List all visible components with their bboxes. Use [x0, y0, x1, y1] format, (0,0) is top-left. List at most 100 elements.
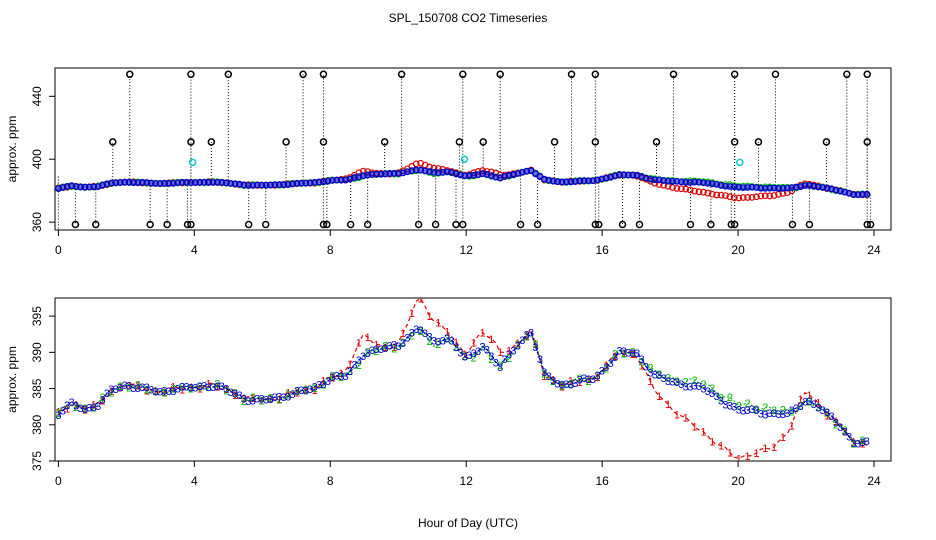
series-1-symbol: 1	[373, 339, 379, 351]
series-1-symbol: 1	[100, 396, 106, 408]
series-3-symbol: 3	[73, 400, 79, 412]
series-2-symbol: 2	[179, 381, 185, 393]
series-2-symbol: 2	[806, 397, 812, 409]
series-1-symbol: 1	[462, 349, 468, 361]
series-3-symbol: 3	[69, 397, 75, 409]
x-tick-label: 24	[867, 474, 881, 488]
series-3-symbol: 3	[342, 371, 348, 383]
y-tick-label: 395	[30, 306, 44, 326]
spike-mid-point	[109, 138, 117, 146]
series-3-symbol: 3	[55, 410, 61, 422]
spike-low-point	[730, 220, 739, 229]
series-3-symbol: 3	[232, 388, 238, 400]
x-tick-label: 20	[731, 474, 745, 488]
series-3-symbol: 3	[479, 341, 485, 353]
series-3-symbol: 3	[753, 405, 759, 417]
series-3-symbol: 3	[559, 379, 565, 391]
series-3-symbol: 3	[409, 327, 415, 339]
series-1-symbol: 1	[73, 400, 79, 412]
x-tick-label: 4	[191, 243, 198, 257]
series-3-symbol: 3	[241, 393, 247, 405]
series-3-symbol: 3	[687, 382, 693, 394]
series-3-symbol: 3	[665, 376, 671, 388]
series-3-symbol: 3	[404, 332, 410, 344]
x-tick-label: 4	[191, 474, 198, 488]
series-2-symbol: 2	[453, 342, 459, 354]
series-3-symbol: 3	[126, 381, 132, 393]
series-2-symbol: 2	[541, 368, 547, 380]
series-3-symbol: 3	[179, 381, 185, 393]
series-3-symbol: 3	[117, 382, 123, 394]
series-1-symbol: 1	[117, 382, 123, 394]
series-1-symbol: 1	[135, 381, 141, 393]
series-3-symbol: 3	[276, 391, 282, 403]
series-1-symbol: 1	[780, 432, 786, 444]
series-1-symbol: 1	[232, 390, 238, 402]
series-2-symbol: 2	[824, 408, 830, 420]
series-1-symbol: 1	[594, 372, 600, 384]
series-3-symbol: 3	[139, 382, 145, 394]
series-2-symbol: 2	[144, 385, 150, 397]
series-2-symbol: 2	[303, 385, 309, 397]
series-2-symbol: 2	[568, 378, 574, 390]
y-tick-label: 390	[30, 342, 44, 362]
y-tick-label: 375	[30, 451, 44, 471]
series-3-symbol: 3	[214, 381, 220, 393]
x-tick-label: 12	[460, 474, 474, 488]
spike-low-point	[533, 220, 542, 229]
series-3-symbol: 3	[360, 351, 366, 363]
series-3-symbol: 3	[771, 408, 777, 420]
series-1-symbol: 1	[683, 412, 689, 424]
series-3-symbol: 3	[502, 354, 508, 366]
series-3-symbol: 3	[802, 396, 808, 408]
series-3-symbol: 3	[608, 358, 614, 370]
series-3-symbol: 3	[758, 408, 764, 420]
spike-mid-point	[822, 138, 831, 146]
series-1-symbol: 1	[144, 386, 150, 398]
series-1-point	[744, 194, 751, 201]
series-3-symbol: 3	[440, 336, 446, 348]
series-3-symbol: 3	[422, 328, 428, 340]
series-3-symbol: 3	[267, 394, 273, 406]
series-1-symbol: 1	[259, 395, 265, 407]
series-2-symbol: 2	[285, 389, 291, 401]
series-3-symbol: 3	[166, 386, 172, 398]
series-1-symbol: 1	[435, 318, 441, 330]
series-2-symbol: 2	[232, 387, 238, 399]
series-1-symbol: 1	[108, 386, 114, 398]
series-3-symbol: 3	[585, 374, 591, 386]
series-3-symbol: 3	[568, 379, 574, 391]
series-1-symbol: 1	[188, 382, 194, 394]
series-1-symbol: 1	[798, 394, 804, 406]
series-1-symbol: 1	[833, 416, 839, 428]
series-2-symbol: 2	[108, 387, 114, 399]
series-2-symbol: 2	[656, 369, 662, 381]
series-1-point	[761, 192, 769, 200]
series-3-symbol: 3	[206, 382, 212, 394]
series-2-symbol: 2	[117, 381, 123, 393]
series-2-symbol: 2	[559, 380, 565, 392]
series-3-symbol: 3	[170, 386, 176, 398]
series-3-symbol: 3	[466, 350, 472, 362]
series-3-symbol: 3	[643, 362, 649, 374]
x-tick-label: 12	[460, 243, 474, 257]
spike-low-point	[346, 220, 355, 229]
series-2-symbol: 2	[621, 348, 627, 360]
spike-mid-point	[380, 138, 389, 146]
series-1-symbol: 1	[488, 334, 494, 346]
series-2-symbol: 2	[780, 404, 786, 416]
series-3-symbol: 3	[303, 385, 309, 397]
series-2-symbol: 2	[259, 395, 265, 407]
series-1-symbol: 1	[179, 384, 185, 396]
series-2-symbol: 2	[418, 326, 424, 338]
series-1-symbol: 1	[532, 339, 538, 351]
x-tick-label: 20	[731, 243, 745, 257]
series-3-symbol: 3	[484, 344, 490, 356]
series-2-symbol: 2	[250, 392, 256, 404]
y-tick-label: 385	[30, 378, 44, 398]
series-1-point	[717, 191, 725, 199]
series-2-symbol: 2	[815, 402, 821, 414]
spike-mid-point	[754, 138, 763, 146]
spike-low-point	[146, 220, 154, 229]
